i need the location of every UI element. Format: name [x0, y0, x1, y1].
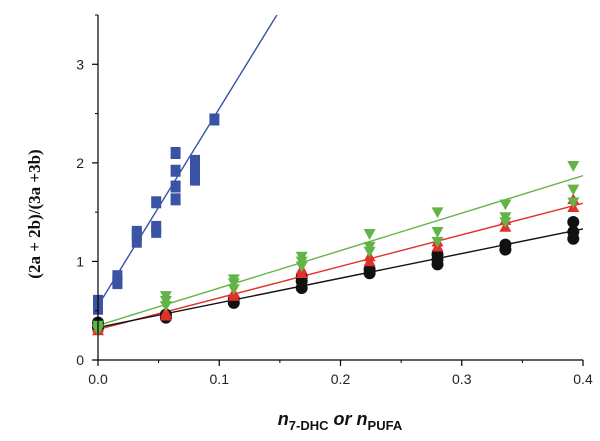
data-point-square	[209, 113, 220, 126]
data-point-triangle-up	[159, 306, 172, 318]
x-label-n2: n	[357, 409, 368, 429]
y-tick-label: 3	[76, 56, 84, 72]
data-point-square	[170, 193, 181, 206]
x-label-mid: or	[329, 409, 357, 429]
data-point-triangle-down	[567, 184, 580, 196]
data-point-triangle-down	[227, 274, 240, 286]
x-tick-label: 0.2	[331, 371, 351, 387]
data-point-square	[131, 235, 142, 248]
data-point-triangle-down	[431, 207, 444, 219]
data-point-circle	[363, 263, 376, 276]
data-point-triangle-down	[227, 284, 240, 296]
x-tick-label: 0.4	[573, 371, 593, 387]
data-point-square	[190, 173, 200, 186]
data-point-triangle-down	[295, 251, 308, 263]
data-point-triangle-down	[567, 197, 580, 209]
data-point-circle	[499, 238, 512, 251]
y-tick-label: 2	[76, 155, 84, 171]
data-point-triangle-down	[499, 199, 512, 211]
plot-marks	[92, 15, 583, 337]
data-point-square	[131, 225, 142, 238]
data-point-triangle-down	[431, 227, 444, 238]
x-tick-label: 0.1	[210, 371, 230, 387]
data-point-triangle-down	[363, 241, 376, 253]
data-point-triangle-down	[567, 161, 580, 172]
y-tick-label: 0	[76, 352, 84, 368]
data-point-square	[170, 164, 181, 177]
data-point-square	[170, 147, 181, 159]
data-point-triangle-down	[431, 236, 444, 248]
ticks: 0.0 0.1 0.2 0.3 0.4 0 1 2 3	[76, 14, 593, 387]
data-point-triangle-down	[363, 229, 376, 240]
x-tick-label: 0.3	[452, 371, 472, 387]
data-point-square	[190, 154, 200, 167]
series-triangle-up	[98, 202, 583, 331]
x-tick-label: 0.0	[88, 371, 108, 387]
data-point-circle	[431, 248, 444, 261]
data-point-square	[112, 275, 123, 288]
data-point-square	[190, 164, 200, 177]
data-point-triangle-down	[159, 291, 172, 302]
points-triangle-down	[92, 161, 580, 337]
fit-line-triangle-up	[98, 202, 583, 331]
data-point-triangle-down	[499, 212, 512, 224]
x-axis-label: n7-DHC or nPUFA	[278, 409, 403, 433]
data-point-circle	[567, 216, 580, 228]
x-label-sub2: PUFA	[368, 418, 403, 433]
data-point-square	[170, 180, 181, 193]
data-point-square	[151, 220, 162, 233]
y-tick-label: 1	[76, 253, 84, 269]
points-square	[93, 113, 220, 315]
y-axis-label: (2a + 2b)/(3a +3b)	[25, 149, 44, 278]
data-point-circle	[567, 225, 580, 238]
x-label-n1: n	[278, 409, 289, 429]
x-label-sub1: 7-DHC	[289, 418, 329, 433]
data-point-square	[151, 196, 162, 209]
